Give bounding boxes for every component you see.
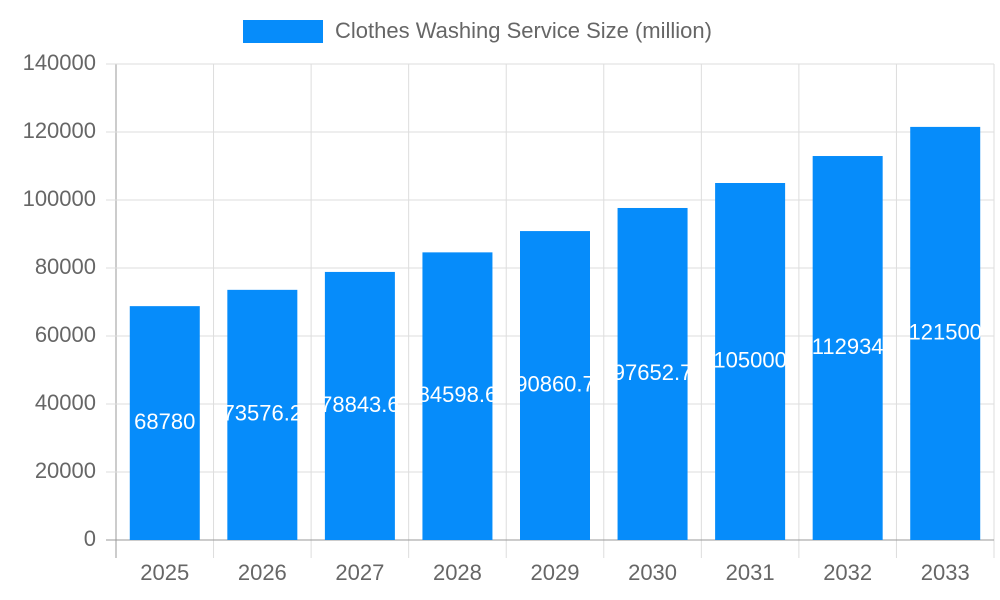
bar [520, 231, 590, 541]
x-tick-label: 2032 [823, 560, 872, 585]
bar [910, 126, 981, 541]
x-tick-label: 2025 [140, 560, 189, 585]
x-tick-label: 2030 [628, 560, 677, 585]
value-label: 112934 [812, 334, 884, 359]
value-label: 78843.6 [320, 392, 400, 417]
bar [129, 306, 200, 540]
bar [227, 289, 298, 540]
x-tick-label: 2026 [238, 560, 287, 585]
x-tick-label: 2033 [921, 560, 970, 585]
legend-label: Clothes Washing Service Size (million) [335, 18, 712, 43]
bar [617, 207, 688, 540]
x-tick-label: 2027 [335, 560, 384, 585]
value-label: 97652.7 [613, 360, 693, 385]
y-tick-label: 60000 [35, 322, 96, 347]
bar [812, 156, 883, 540]
y-tick-label: 20000 [35, 458, 96, 483]
value-label: 68780 [134, 409, 195, 434]
value-label: 121500 [909, 319, 982, 344]
y-tick-label: 100000 [23, 186, 96, 211]
y-tick-label: 140000 [23, 50, 96, 75]
bar [324, 271, 395, 540]
bar [715, 183, 786, 540]
y-tick-label: 0 [84, 526, 96, 551]
value-label: 90860.7 [515, 371, 595, 396]
value-label: 84598.6 [418, 382, 498, 407]
y-tick-label: 120000 [23, 118, 96, 143]
y-tick-label: 40000 [35, 390, 96, 415]
x-tick-label: 2031 [726, 560, 775, 585]
legend-swatch [243, 20, 323, 43]
y-tick-label: 80000 [35, 254, 96, 279]
value-label: 105000 [713, 347, 786, 372]
x-tick-label: 2028 [433, 560, 482, 585]
value-label: 73576.2 [223, 401, 303, 426]
bar [422, 252, 493, 541]
x-tick-label: 2029 [531, 560, 580, 585]
